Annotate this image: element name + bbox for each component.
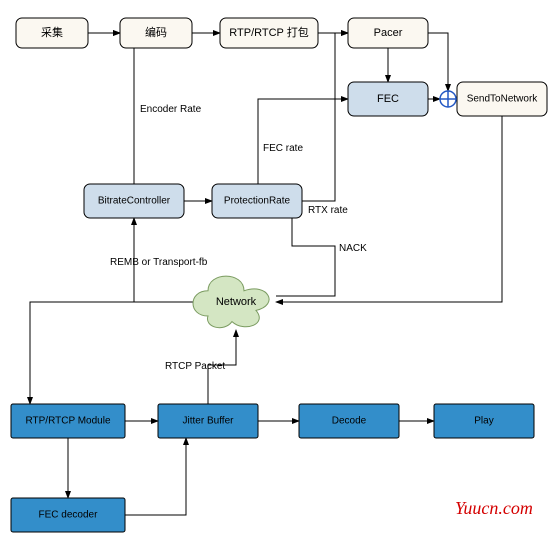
watermark: Yuucn.com	[455, 498, 533, 519]
edge-protection-pacer	[302, 33, 348, 201]
node-label-bitrate: BitrateController	[98, 196, 171, 207]
node-label-jitter: Jitter Buffer	[183, 416, 235, 427]
edge-label-jitter-network: RTCP Packet	[165, 361, 225, 372]
edge-label-protection-pacer: RTX rate	[308, 205, 348, 216]
edge-network_in-rtpmod	[30, 302, 196, 404]
edge-bitrate-encode	[120, 33, 134, 184]
node-label-send: SendToNetwork	[467, 94, 539, 105]
node-label-capture: 采集	[41, 25, 63, 39]
node-label-fec: FEC	[377, 93, 399, 105]
edge-label-bitrate-encode: Encoder Rate	[140, 104, 202, 115]
edge-label-network-bitrate: REMB or Transport-fb	[110, 257, 208, 268]
node-label-rtpmod: RTP/RTCP Module	[25, 416, 110, 427]
node-label-rtppack: RTP/RTCP 打包	[229, 25, 308, 39]
node-label-fecdec: FEC decoder	[39, 510, 99, 521]
node-label-network: Network	[216, 296, 257, 308]
node-label-pacer: Pacer	[374, 27, 403, 39]
edge-fecdec-jitter	[125, 438, 186, 515]
node-label-play: Play	[474, 416, 493, 427]
node-label-protection: ProtectionRate	[224, 196, 291, 207]
edge-pacer-sum	[428, 33, 448, 91]
summation-node	[440, 91, 456, 107]
edge-label-protection-fec: FEC rate	[263, 143, 303, 154]
edge-rtpmod-network	[30, 302, 196, 404]
node-label-encode: 编码	[145, 25, 167, 39]
edge-label-network-protection: NACK	[339, 243, 367, 254]
node-label-decode: Decode	[332, 416, 367, 427]
flowchart: Encoder Rate FEC rate RTX rate NACK REMB or …	[0, 0, 552, 551]
